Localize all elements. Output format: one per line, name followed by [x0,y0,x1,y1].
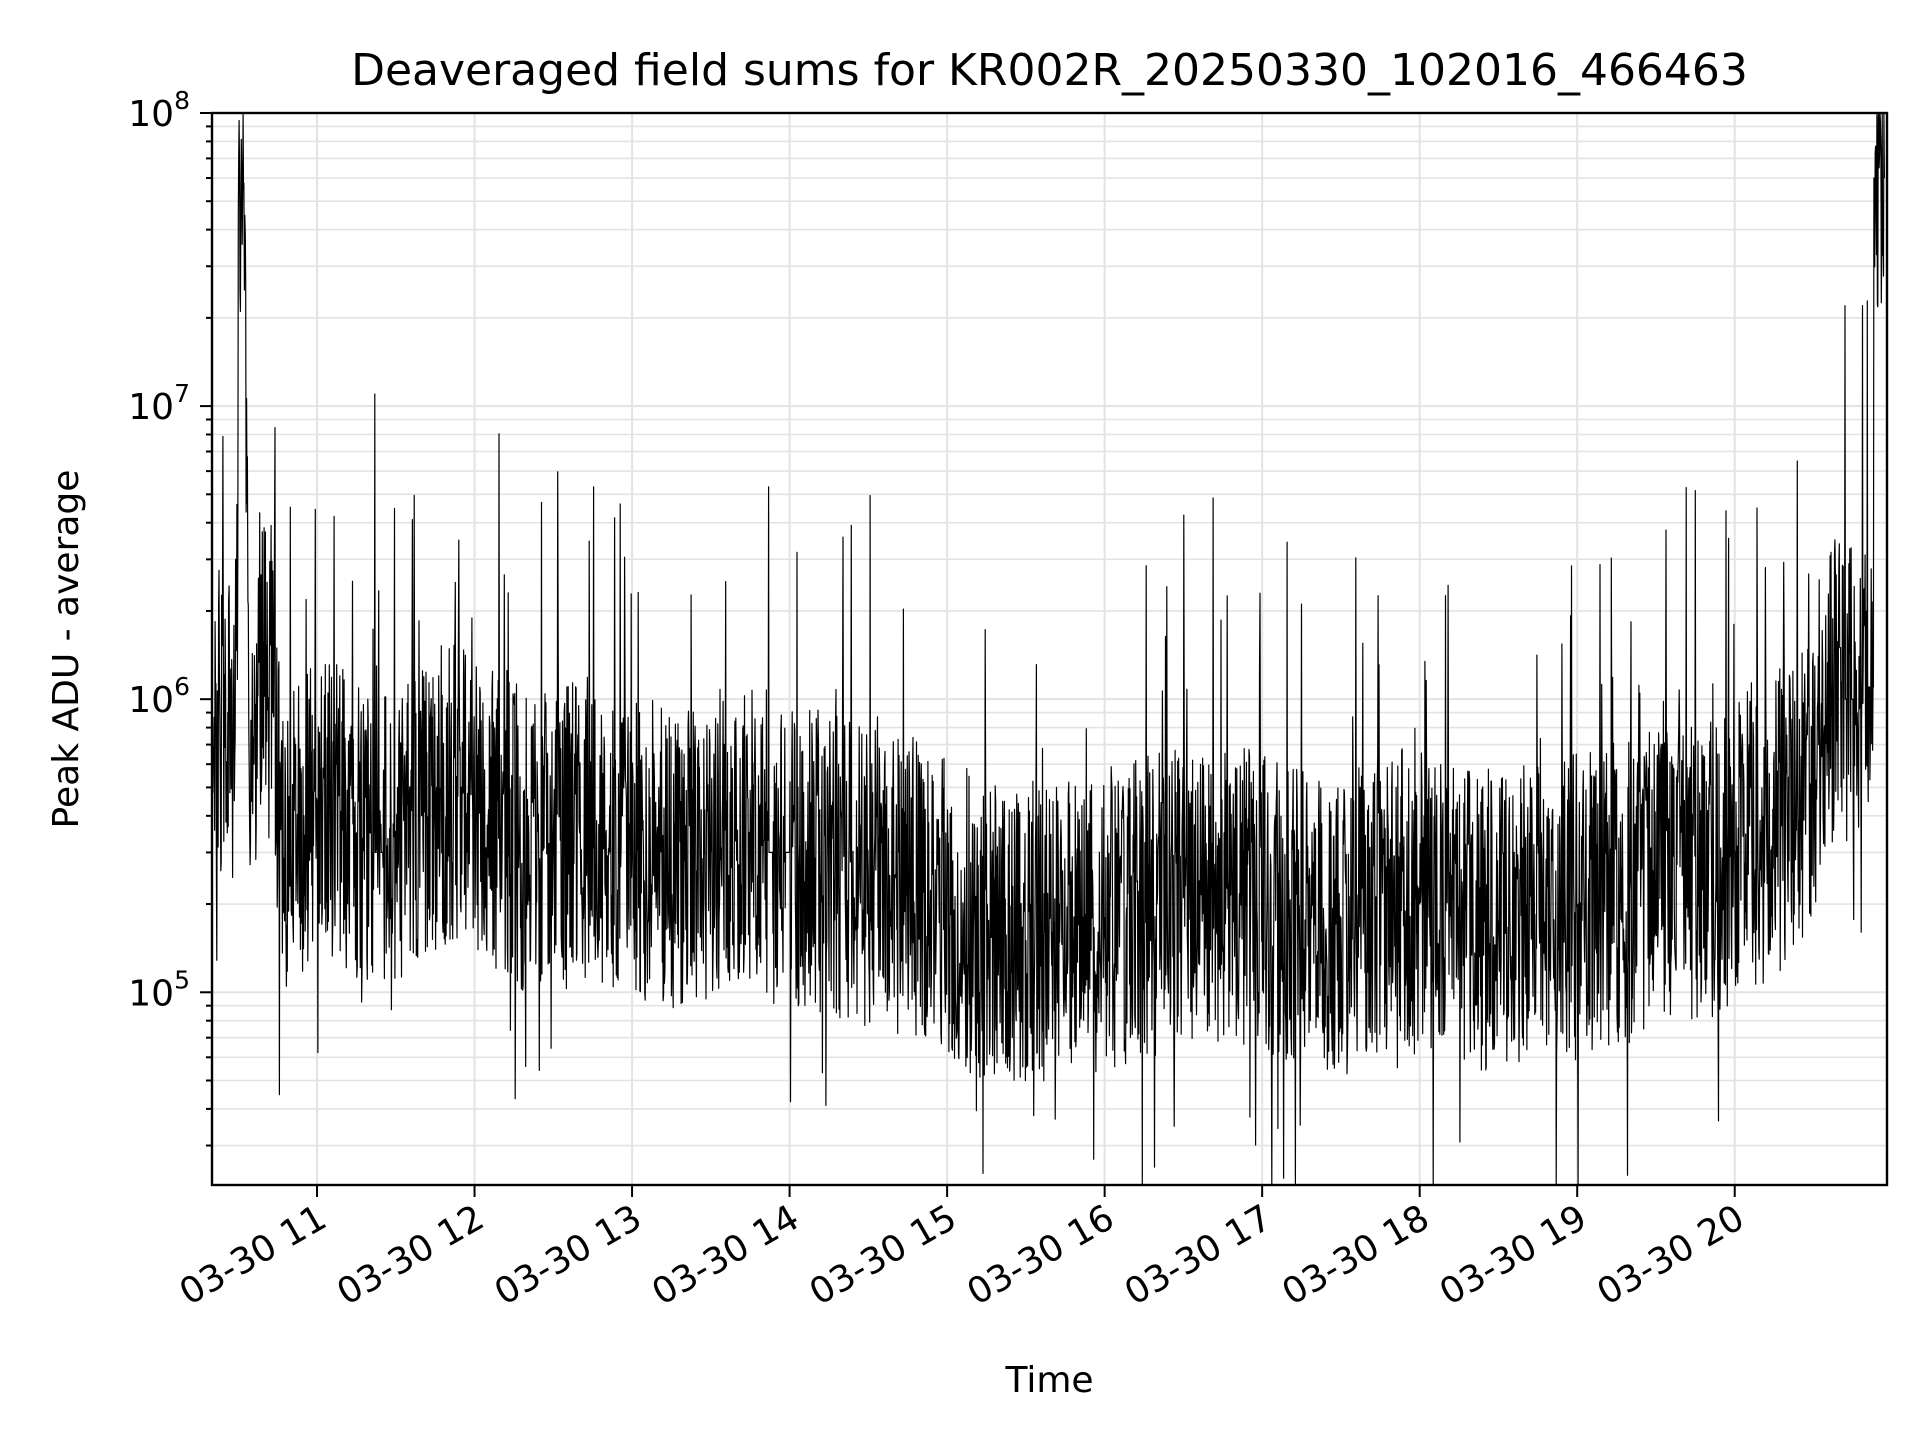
x-axis-label: Time [1004,1360,1093,1401]
y-axis: 105 106 107 108 [128,86,212,1147]
y-tick-label: 108 [128,86,190,135]
y-tick-label: 107 [128,379,190,428]
y-tick-label: 106 [128,672,190,721]
chart-title: Deaveraged field sums for KR002R_2025033… [351,45,1748,96]
data-area [211,112,1885,1186]
series-line [211,112,1885,1186]
y-tick-label: 105 [128,965,190,1014]
plot-frame [210,111,1889,1187]
y-axis-label: Peak ADU - average [46,470,87,829]
